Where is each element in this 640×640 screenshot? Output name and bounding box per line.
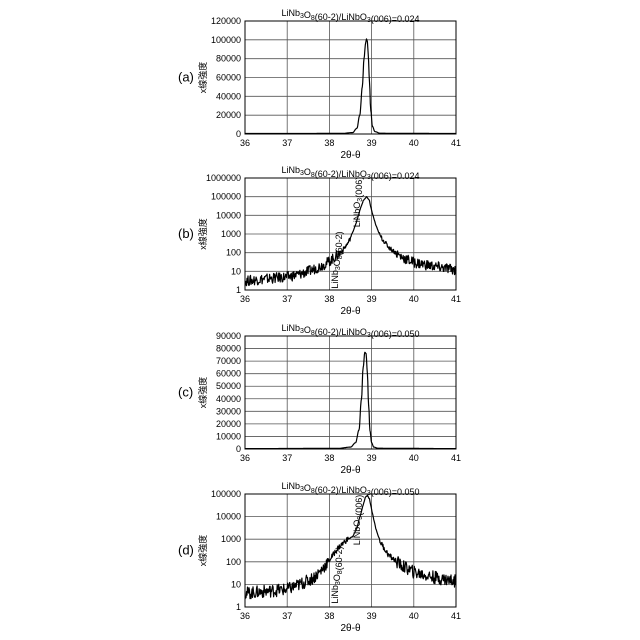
y-tick-label: 60000 xyxy=(216,73,241,83)
chart-panel-3: 36 37 38 39 40 41 0 10000 20000 30000 40000 50000 60… xyxy=(178,323,461,476)
y-axis-label: x線強度 xyxy=(197,62,208,94)
y-tick-label: 0 xyxy=(236,444,241,454)
y-tick-label: 1000 xyxy=(221,534,241,544)
x-tick-label: 37 xyxy=(282,138,292,148)
y-tick-label: 30000 xyxy=(216,406,241,416)
x-tick-label: 41 xyxy=(451,138,461,148)
y-tick-label: 1000000 xyxy=(206,173,241,183)
x-tick-label: 40 xyxy=(409,138,419,148)
x-tick-label: 38 xyxy=(324,294,334,304)
y-axis-label: x線強度 xyxy=(197,218,208,250)
x-tick-label: 38 xyxy=(324,611,334,621)
x-axis-label: 2θ-θ xyxy=(340,306,360,317)
chart-panel-4: 363738394041110100100010000100000LiNb3O8… xyxy=(178,481,461,634)
y-tick-label: 20000 xyxy=(216,110,241,120)
x-tick-label: 39 xyxy=(367,611,377,621)
x-tick-label: 39 xyxy=(367,453,377,463)
y-tick-label: 10000 xyxy=(216,431,241,441)
chart-panel-1: 36 37 38 39 40 41 0 20000 40000 60000 80000 100000 1… xyxy=(178,8,461,161)
x-tick-label: 41 xyxy=(451,453,461,463)
plot-area xyxy=(245,336,456,449)
y-tick-label: 50000 xyxy=(216,381,241,391)
x-tick-label: 36 xyxy=(240,611,250,621)
y-axis-label: x線強度 xyxy=(197,535,208,567)
y-tick-label: 90000 xyxy=(216,331,241,341)
y-tick-label: 100000 xyxy=(211,192,241,202)
y-tick-label: 100 xyxy=(226,557,241,567)
x-tick-label: 36 xyxy=(240,294,250,304)
y-tick-label: 120000 xyxy=(211,16,241,26)
x-tick-label: 37 xyxy=(282,453,292,463)
y-tick-label: 10 xyxy=(231,579,241,589)
y-tick-label: 100000 xyxy=(211,489,241,499)
y-tick-label: 100000 xyxy=(211,35,241,45)
panel-label: (d) xyxy=(178,543,194,558)
x-axis-label: 2θ-θ xyxy=(340,150,360,161)
y-tick-label: 60000 xyxy=(216,369,241,379)
x-tick-label: 38 xyxy=(324,138,334,148)
x-tick-label: 39 xyxy=(367,294,377,304)
y-tick-label: 10 xyxy=(231,266,241,276)
x-tick-label: 39 xyxy=(367,138,377,148)
y-tick-label: 1 xyxy=(236,285,241,295)
panel-label: (c) xyxy=(178,385,193,400)
panel-label: (a) xyxy=(178,70,194,85)
y-tick-label: 20000 xyxy=(216,419,241,429)
x-tick-label: 37 xyxy=(282,294,292,304)
y-tick-label: 80000 xyxy=(216,344,241,354)
chart-panel-2: 36 37 38 39 40 41 1 10 100 1000 10000 100000 1000000… xyxy=(178,165,461,317)
y-tick-label: 100 xyxy=(226,248,241,258)
y-tick-label: 10000 xyxy=(216,512,241,522)
y-tick-label: 1000 xyxy=(221,229,241,239)
x-tick-label: 41 xyxy=(451,294,461,304)
y-tick-label: 0 xyxy=(236,129,241,139)
y-tick-label: 40000 xyxy=(216,394,241,404)
x-tick-label: 40 xyxy=(409,294,419,304)
y-tick-label: 70000 xyxy=(216,356,241,366)
x-tick-label: 40 xyxy=(409,453,419,463)
y-tick-label: 10000 xyxy=(216,210,241,220)
x-tick-label: 38 xyxy=(324,453,334,463)
y-tick-label: 1 xyxy=(236,602,241,612)
panel-label: (b) xyxy=(178,226,194,241)
x-axis-label: 2θ-θ xyxy=(340,623,360,634)
x-tick-label: 36 xyxy=(240,453,250,463)
x-tick-label: 40 xyxy=(409,611,419,621)
x-tick-label: 37 xyxy=(282,611,292,621)
x-axis-label: 2θ-θ xyxy=(340,465,360,476)
y-axis-label: x線強度 xyxy=(197,377,208,409)
y-tick-label: 80000 xyxy=(216,54,241,64)
x-tick-label: 41 xyxy=(451,611,461,621)
y-tick-label: 40000 xyxy=(216,91,241,101)
x-tick-label: 36 xyxy=(240,138,250,148)
